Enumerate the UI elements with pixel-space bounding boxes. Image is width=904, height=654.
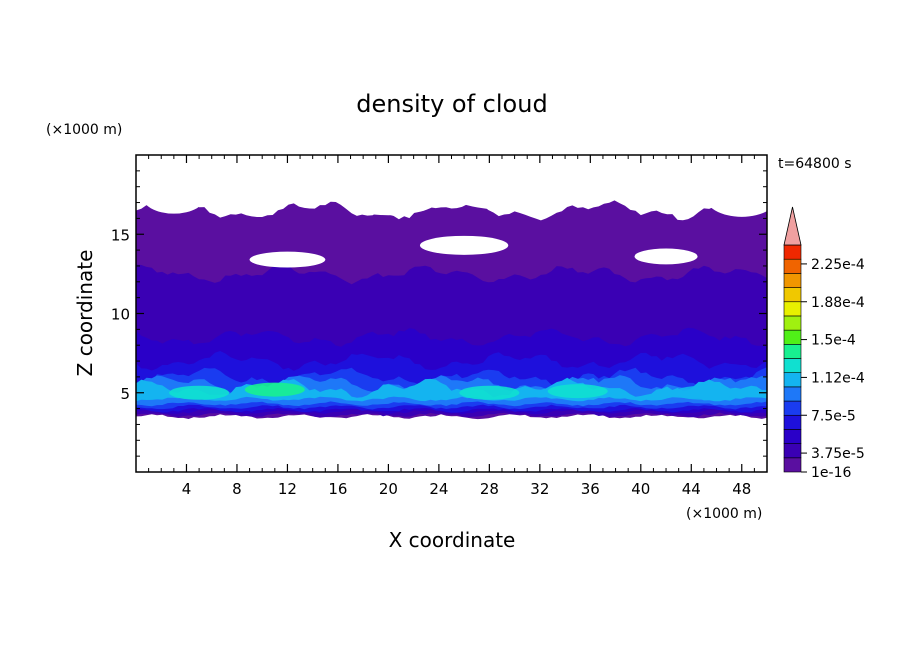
x-tick-label: 40 <box>631 480 650 498</box>
colorbar-tick-label: 1.88e-4 <box>811 295 865 311</box>
colorbar-segment-11 <box>783 301 802 317</box>
x-tick-label: 4 <box>182 480 192 498</box>
x-tick-label: 44 <box>682 480 701 498</box>
colorbar-segment-5 <box>783 386 802 402</box>
density-hotspot-4 <box>673 385 734 400</box>
x-tick-label: 36 <box>581 480 600 498</box>
colorbar-segment-1 <box>783 443 802 459</box>
density-field <box>136 162 767 420</box>
colorbar-segment-7 <box>783 358 802 373</box>
x-unit-label: (×1000 m) <box>686 506 762 522</box>
y-axis-label: Z coordinate <box>73 250 97 377</box>
colorbar: 2.25e-4 1.88e-4 1.5e-4 1.12e-4 7.5e-5 3.75e-5… <box>783 206 865 481</box>
x-tick-label: 8 <box>232 480 242 498</box>
colorbar-tick-label: 7.5e-5 <box>811 408 856 424</box>
colorbar-segment-13 <box>783 273 802 288</box>
cloud-gap-0 <box>141 175 207 214</box>
x-ticks: 4 8 12 16 20 24 28 32 36 40 44 48 <box>148 155 755 498</box>
x-axis-label: X coordinate <box>389 528 516 552</box>
colorbar-segment-8 <box>783 344 802 359</box>
colorbar-tick-label: 1.5e-4 <box>811 333 856 349</box>
density-band-6 <box>136 377 767 402</box>
cloud-gap-3 <box>249 251 326 268</box>
y-ticks: 5 10 15 <box>111 170 767 457</box>
colorbar-segment-15 <box>783 244 802 260</box>
x-tick-label: 48 <box>732 480 751 498</box>
cloud-gap-2 <box>438 162 591 211</box>
colorbar-segment-10 <box>783 315 802 331</box>
y-unit-label: (×1000 m) <box>46 122 122 138</box>
density-hotspot-0 <box>169 385 230 400</box>
cloud-gap-5 <box>634 248 698 265</box>
colorbar-segment-12 <box>783 287 802 303</box>
colorbar-tick-label: 2.25e-4 <box>811 257 865 273</box>
x-tick-label: 12 <box>278 480 297 498</box>
colorbar-segment-14 <box>783 258 802 274</box>
cloud-gap-6 <box>703 172 767 217</box>
chart-title: density of cloud <box>356 90 547 118</box>
colorbar-extend-arrow <box>783 206 802 246</box>
colorbar-tick-label: 1e-16 <box>811 465 851 481</box>
colorbar-segment-0 <box>783 457 802 473</box>
colorbar-segment-2 <box>783 429 802 444</box>
colorbar-segment-9 <box>783 329 802 345</box>
colorbar-segment-6 <box>783 372 802 388</box>
x-tick-label: 20 <box>379 480 398 498</box>
cloud-gap-4 <box>419 235 509 255</box>
density-hotspot-3 <box>547 384 608 399</box>
cloud-gap-1 <box>337 183 439 216</box>
time-label: t=64800 s <box>778 156 852 172</box>
y-tick-label: 15 <box>111 226 130 244</box>
density-hotspot-2 <box>459 385 520 400</box>
colorbar-tick-label: 3.75e-5 <box>811 446 865 462</box>
x-tick-label: 24 <box>429 480 448 498</box>
y-tick-label: 5 <box>120 385 130 403</box>
colorbar-tick-label: 1.12e-4 <box>811 370 865 386</box>
colorbar-segment-3 <box>783 414 802 430</box>
density-hotspot-1 <box>244 382 305 397</box>
colorbar-segment-4 <box>783 400 802 416</box>
x-tick-label: 16 <box>328 480 347 498</box>
x-tick-label: 32 <box>530 480 549 498</box>
y-tick-label: 10 <box>111 306 130 324</box>
x-tick-label: 28 <box>480 480 499 498</box>
